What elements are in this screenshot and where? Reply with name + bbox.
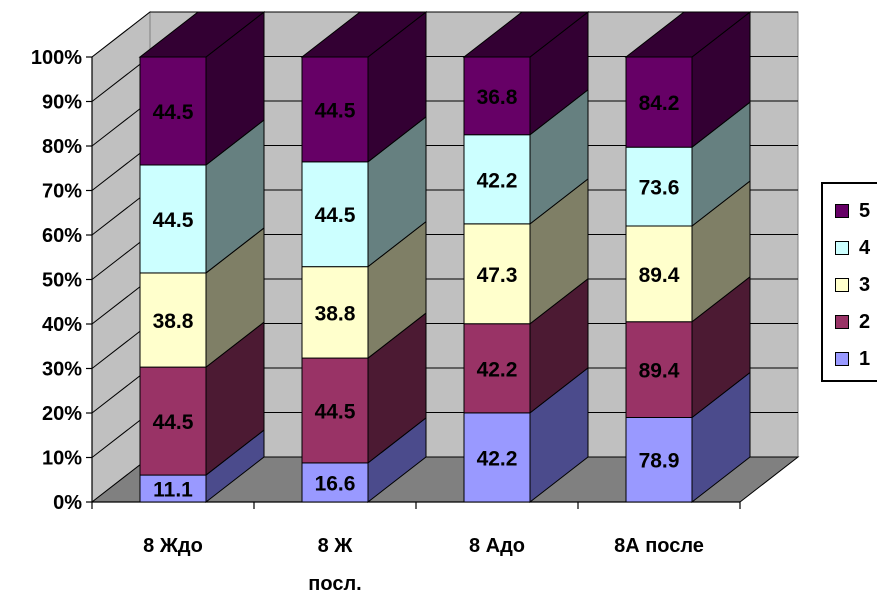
data-label: 11.1	[153, 479, 193, 502]
legend-label: 5	[859, 199, 871, 222]
data-label: 44.5	[315, 99, 356, 122]
bar-segment	[625, 321, 693, 418]
data-label: 73.6	[639, 177, 680, 200]
data-label: 42.2	[477, 169, 518, 192]
legend-label: 2	[859, 310, 871, 333]
bar-segment	[625, 56, 693, 148]
data-label: 42.2	[477, 447, 518, 470]
bar-segment	[625, 225, 693, 323]
data-label: 44.5	[315, 204, 356, 227]
data-label: 44.5	[153, 101, 194, 124]
bar-segment	[625, 416, 693, 503]
y-tick-label: 0%	[53, 492, 82, 514]
bar-segment	[139, 56, 207, 166]
x-tick-label: 8 Адо	[469, 535, 525, 557]
legend-item: 1	[835, 348, 870, 370]
legend-item: 4	[835, 237, 870, 259]
legend-swatch	[835, 204, 849, 218]
x-tick-label: посл.	[308, 573, 361, 593]
bar-segment	[463, 323, 531, 414]
legend-swatch	[835, 241, 849, 255]
y-tick-label: 60%	[42, 225, 82, 247]
x-tick-label: 8 Ждо	[143, 535, 203, 557]
bar-segment	[463, 134, 531, 225]
data-label: 16.6	[315, 472, 356, 495]
data-label: 78.9	[639, 450, 680, 473]
y-tick-label: 90%	[42, 92, 82, 114]
data-label: 84.2	[639, 92, 680, 115]
x-tick-label: 8А после	[614, 535, 704, 557]
bar-top	[138, 11, 266, 58]
legend-item: 3	[835, 274, 870, 296]
y-tick-label: 10%	[42, 448, 82, 470]
bar-segment	[463, 56, 531, 136]
legend-label: 1	[859, 347, 871, 370]
data-label: 44.5	[153, 209, 194, 232]
legend-swatch	[835, 315, 849, 329]
data-label: 44.5	[315, 400, 356, 423]
y-tick-label: 50%	[42, 270, 82, 292]
data-label: 38.8	[153, 310, 194, 333]
bar-segment	[301, 56, 369, 163]
y-tick-label: 40%	[42, 314, 82, 336]
bar-segment	[139, 366, 207, 476]
data-label: 89.4	[639, 360, 680, 383]
y-tick-label: 70%	[42, 181, 82, 203]
bar-segment	[301, 357, 369, 464]
legend-item: 2	[835, 311, 870, 333]
bar-segment	[301, 462, 369, 503]
x-tick-label: 8 Ж	[318, 535, 354, 557]
bar-top	[462, 11, 590, 58]
bar-segment	[463, 223, 531, 325]
legend-label: 4	[859, 236, 871, 259]
bar-segment	[463, 412, 531, 503]
bar-top	[624, 11, 752, 58]
data-label: 44.5	[153, 411, 194, 434]
y-tick-label: 30%	[42, 359, 82, 381]
legend-item: 5	[835, 200, 870, 222]
legend-label: 3	[859, 273, 871, 296]
legend-swatch	[835, 352, 849, 366]
bar-top	[300, 11, 428, 58]
legend: 5 4 3 2 1	[821, 182, 877, 382]
bar-segment	[301, 266, 369, 359]
data-label: 47.3	[477, 264, 518, 287]
bar-segment	[139, 272, 207, 368]
data-label: 38.8	[315, 302, 356, 325]
legend-swatch	[835, 278, 849, 292]
data-label: 42.2	[477, 358, 518, 381]
y-tick-label: 20%	[42, 403, 82, 425]
data-label: 89.4	[639, 264, 680, 287]
y-tick-label: 100%	[31, 47, 82, 69]
bar-segment	[139, 474, 207, 503]
data-label: 36.8	[477, 86, 518, 109]
y-tick-label: 80%	[42, 136, 82, 158]
bar-segment	[301, 161, 369, 268]
bar-segment	[139, 164, 207, 274]
